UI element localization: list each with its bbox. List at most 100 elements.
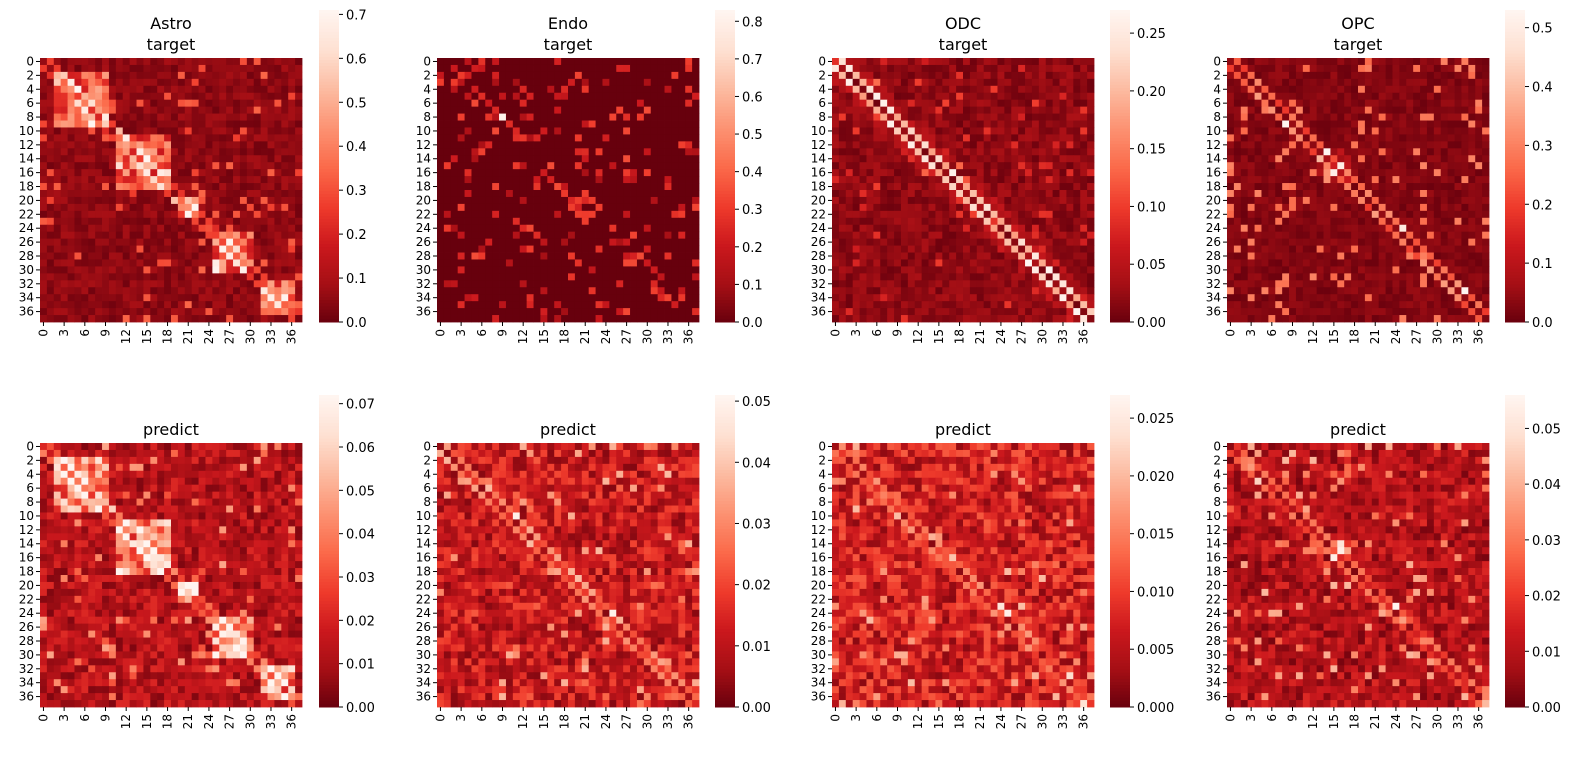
heatmap-cell — [1045, 99, 1054, 108]
y-tick-label: 8 — [423, 110, 431, 124]
y-tick-label: 22 — [19, 207, 34, 221]
heatmap-cell — [267, 203, 275, 212]
heatmap-cell — [1059, 71, 1067, 80]
heatmap-cell — [1073, 106, 1081, 114]
heatmap-cell — [246, 127, 255, 135]
heatmap-cell — [102, 71, 110, 80]
heatmap-cell — [554, 245, 562, 253]
heatmap-cell — [184, 190, 193, 198]
heatmap-cell — [526, 113, 534, 121]
heatmap-cell — [664, 273, 672, 281]
heatmap-cell — [1059, 217, 1067, 226]
heatmap-cell — [191, 58, 199, 66]
x-tick-label: 33 — [661, 329, 675, 344]
heatmap-cell — [990, 287, 998, 295]
heatmap-cell — [602, 176, 610, 184]
heatmap-cell — [561, 217, 569, 226]
heatmap-cell — [281, 162, 289, 170]
heatmap-cell — [588, 308, 596, 316]
heatmap-cell — [171, 169, 179, 177]
heatmap-cell — [239, 280, 248, 288]
heatmap-cell — [880, 58, 888, 66]
heatmap-cell — [295, 308, 303, 316]
heatmap-cell — [914, 280, 923, 288]
heatmap-cell — [1080, 273, 1088, 281]
heatmap-cell — [478, 64, 486, 73]
heatmap-cell — [942, 141, 950, 149]
heatmap-cell — [136, 78, 144, 87]
heatmap-cell — [643, 287, 652, 295]
heatmap-cell — [129, 155, 137, 163]
heatmap-cell — [478, 259, 486, 267]
heatmap-cell — [636, 134, 645, 142]
heatmap-cell — [492, 315, 500, 323]
heatmap-cell — [157, 162, 165, 170]
heatmap-cell — [281, 301, 289, 309]
heatmap-cell — [1073, 308, 1081, 316]
heatmap-cell — [1004, 176, 1012, 184]
colorbar-segment — [715, 222, 735, 226]
heatmap-cell — [997, 294, 1005, 302]
heatmap-cell — [519, 120, 528, 128]
heatmap-cell — [478, 85, 486, 94]
heatmap-cell — [40, 155, 48, 163]
heatmap-cell — [1059, 287, 1067, 295]
heatmap-cell — [67, 183, 75, 191]
heatmap-cell — [928, 301, 936, 309]
heatmap-cell — [274, 266, 282, 274]
heatmap-cell — [609, 71, 617, 80]
heatmap-cell — [1066, 78, 1074, 87]
heatmap-cell — [464, 162, 472, 170]
colorbar-segment — [715, 225, 735, 229]
x-tick-label: 3 — [454, 329, 468, 337]
heatmap-cell — [976, 238, 985, 246]
heatmap-cell — [949, 99, 957, 108]
heatmap-cell — [609, 78, 617, 87]
heatmap-cell — [928, 92, 936, 101]
heatmap-cell — [692, 308, 700, 316]
heatmap-cell — [547, 245, 555, 253]
heatmap-cell — [246, 210, 255, 219]
heatmap-cell — [191, 85, 199, 94]
heatmap-cell — [949, 120, 957, 128]
heatmap-cell — [164, 294, 172, 302]
heatmap-cell — [1018, 203, 1026, 212]
heatmap-cell — [437, 106, 445, 114]
heatmap-cell — [122, 162, 131, 170]
heatmap-cell — [1045, 238, 1054, 246]
heatmap-cell — [478, 210, 486, 219]
colorbar: 0.00.10.20.30.40.50.60.7 — [319, 8, 367, 331]
heatmap-cell — [887, 183, 895, 191]
heatmap-cell — [956, 169, 964, 177]
heatmap-cell — [852, 92, 860, 101]
heatmap-cell — [1011, 252, 1019, 260]
heatmap-cell — [568, 308, 576, 316]
heatmap-cell — [233, 58, 241, 66]
heatmap-cell — [212, 190, 220, 198]
heatmap-cell — [914, 120, 923, 128]
heatmap-cell — [1073, 99, 1081, 108]
heatmap-cell — [1031, 127, 1040, 135]
heatmap-cell — [969, 71, 978, 80]
colorbar-segment — [1110, 312, 1130, 317]
heatmap-cell — [526, 203, 534, 212]
heatmap-cell — [595, 238, 603, 246]
heatmap-cell — [983, 58, 991, 66]
colorbar-segment — [319, 215, 339, 220]
colorbar-segment — [1110, 190, 1130, 195]
heatmap-cell — [602, 148, 610, 156]
heatmap-cell — [177, 315, 186, 323]
heatmap-cell — [942, 273, 950, 281]
heatmap-cell — [74, 176, 82, 184]
heatmap-cell — [574, 238, 583, 246]
heatmap-cell — [900, 78, 909, 87]
heatmap-cell — [568, 58, 576, 66]
heatmap-cell — [74, 183, 82, 191]
heatmap-cell — [478, 141, 486, 149]
heatmap-cell — [887, 113, 895, 121]
heatmap-cell — [602, 134, 610, 142]
heatmap-cell — [226, 120, 234, 128]
heatmap-cell — [295, 190, 303, 198]
heatmap-cell — [976, 78, 985, 87]
heatmap-cell — [233, 266, 241, 274]
